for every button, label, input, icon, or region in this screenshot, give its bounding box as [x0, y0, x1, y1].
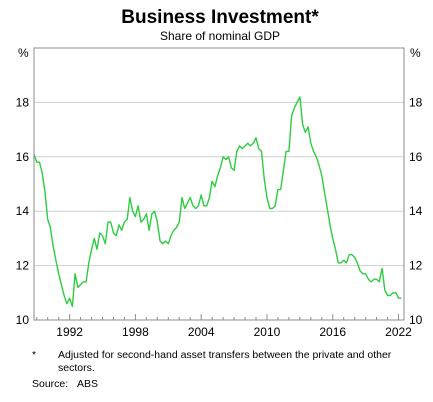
series-layer	[33, 96, 402, 308]
y-tick-label-right: 16	[409, 150, 423, 164]
x-tick-label: 2016	[319, 325, 346, 339]
y-tick-label-right: 12	[409, 259, 423, 273]
y-tick-label-right: 18	[409, 95, 423, 109]
x-tick-label: 2010	[254, 325, 281, 339]
chart-title: Business Investment*	[121, 7, 319, 28]
x-tick-label: 2022	[385, 325, 412, 339]
y-unit-right: %	[410, 46, 421, 60]
y-unit-left: %	[18, 46, 29, 60]
footnote-marker: *	[32, 349, 37, 361]
x-tick-label: 2004	[188, 325, 215, 339]
series-line	[33, 96, 402, 308]
chart-subtitle: Share of nominal GDP	[160, 29, 280, 43]
y-tick-label-left: 16	[16, 150, 30, 164]
y-tick-label-right: 10	[409, 313, 423, 327]
y-tick-label-left: 10	[16, 313, 30, 327]
x-tick-label: 1992	[56, 325, 83, 339]
y-tick-label-right: 14	[409, 204, 423, 218]
gridlines	[34, 101, 404, 267]
axis-ticks	[36, 314, 400, 320]
y-tick-label-left: 18	[16, 95, 30, 109]
y-tick-label-left: 12	[16, 259, 30, 273]
y-tick-label-left: 14	[16, 204, 30, 218]
source-note: Source: ABS	[32, 378, 98, 390]
footnote-text: Adjusted for second-hand asset transfers…	[58, 349, 392, 374]
tick-labels: 10 10 12 12 14 14 16 16 18 18 1992 1998 2004 2010 2016…	[16, 95, 423, 339]
plot-frame	[33, 47, 405, 321]
x-tick-label: 1998	[122, 325, 149, 339]
